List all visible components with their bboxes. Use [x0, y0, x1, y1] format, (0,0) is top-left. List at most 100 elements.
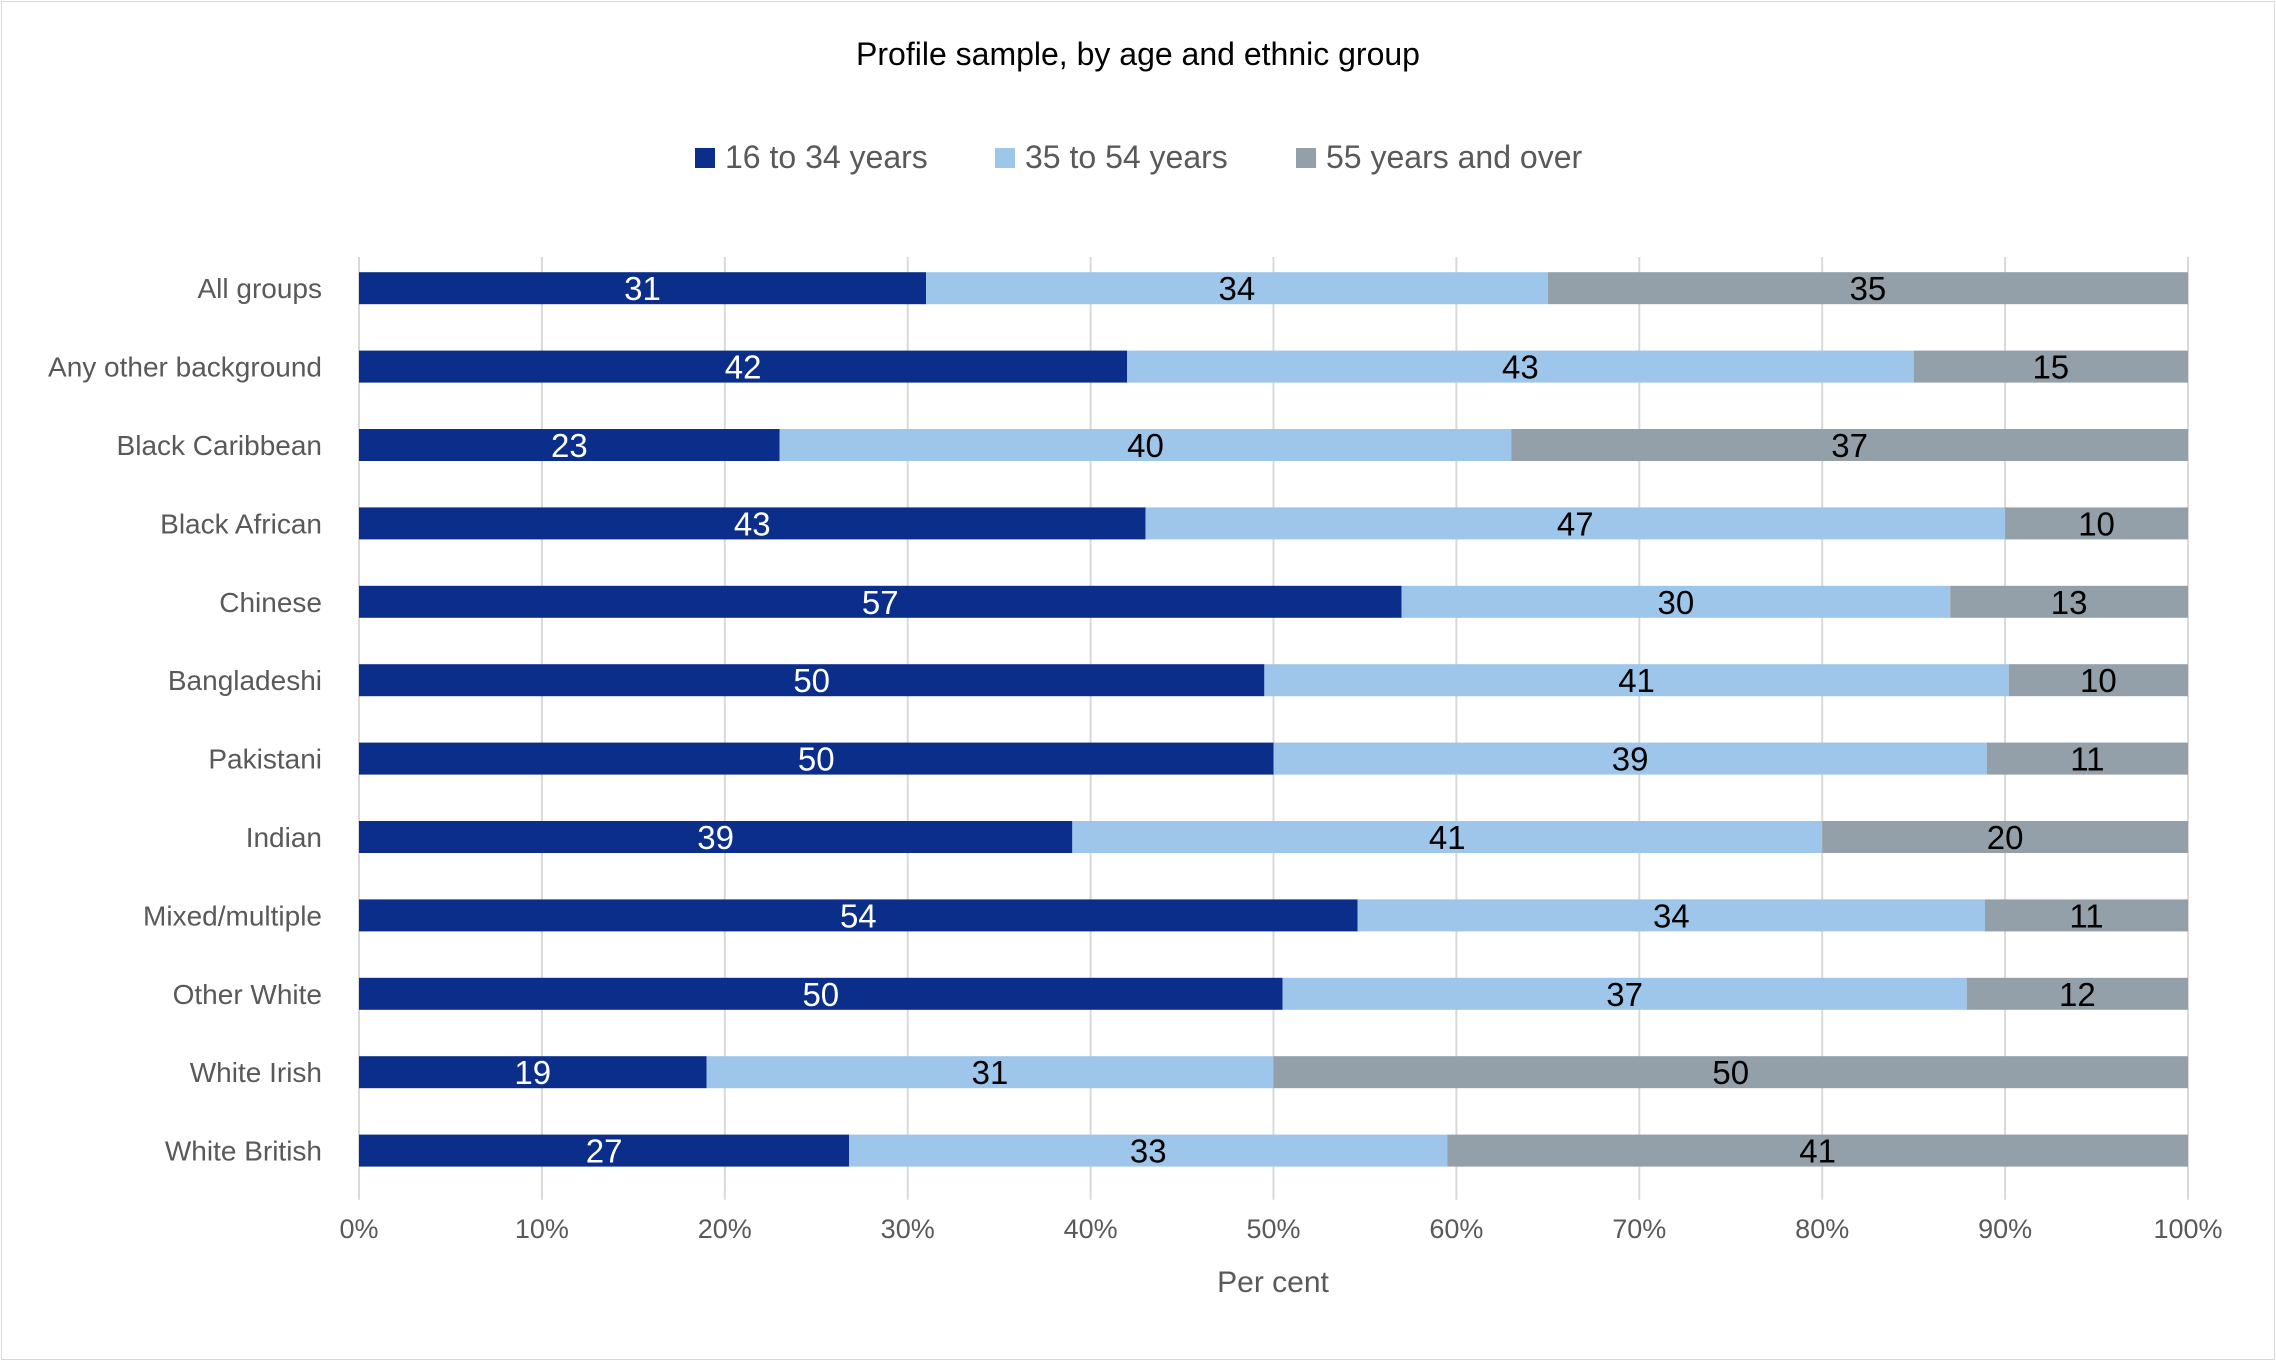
bar-segment [359, 977, 1283, 1010]
x-tick-label: 100% [2153, 1214, 2222, 1244]
data-label: 41 [1618, 662, 1655, 699]
bar-segment [1357, 899, 1985, 932]
bar-segment [359, 1056, 707, 1089]
data-label: 54 [840, 897, 877, 934]
bar-segment [1273, 742, 1987, 775]
bar-segment [1966, 977, 2188, 1010]
x-axis-label: Per cent [1217, 1266, 1329, 1299]
x-tick-label: 60% [1429, 1214, 1483, 1244]
data-label: 42 [725, 349, 762, 386]
bar-segment [1447, 1134, 2188, 1167]
data-label: 37 [1831, 427, 1868, 464]
x-tick-label: 0% [339, 1214, 378, 1244]
bar-segment [706, 1056, 1274, 1089]
bar-segment [1145, 507, 2006, 540]
category-label: Mixed/multiple [143, 900, 322, 931]
legend-label: 55 years and over [1326, 139, 1583, 175]
bar-segment [1511, 429, 2188, 461]
data-label: 50 [798, 741, 835, 778]
category-label: Black African [160, 508, 322, 539]
bar-segment [1986, 742, 2188, 775]
bar-segment [1401, 585, 1951, 618]
data-label: 34 [1219, 270, 1256, 307]
data-label: 57 [862, 584, 899, 621]
bar-segment [1273, 1056, 2188, 1089]
legend-swatch [1296, 148, 1316, 168]
data-label: 50 [1712, 1054, 1749, 1091]
data-label: 20 [1987, 819, 2024, 856]
category-label: White British [165, 1136, 322, 1167]
category-label: Any other background [48, 352, 322, 383]
data-label: 35 [1850, 270, 1887, 307]
data-label: 33 [1130, 1133, 1167, 1170]
data-label: 10 [2078, 505, 2115, 542]
x-tick-label: 10% [515, 1214, 569, 1244]
bar-segment [1127, 350, 1914, 383]
bar-segment [1822, 821, 2188, 853]
bar-segment [1547, 272, 2188, 305]
category-labels: All groups Any other background Black Cari… [48, 273, 322, 1166]
bar-segment [359, 585, 1402, 618]
category-label: Bangladeshi [168, 665, 322, 696]
bar-segment [359, 899, 1358, 932]
data-label: 39 [1612, 741, 1649, 778]
data-label: 43 [1502, 349, 1539, 386]
category-label: Chinese [219, 587, 322, 618]
bar-segment [925, 272, 1548, 305]
data-label: 50 [802, 976, 839, 1013]
data-label: 13 [2051, 584, 2088, 621]
chart-title: Profile sample, by age and ethnic group [856, 36, 1420, 72]
category-label: Pakistani [208, 744, 322, 775]
data-label: 19 [514, 1054, 551, 1091]
bar-segment [1282, 977, 1967, 1010]
data-label: 11 [2069, 897, 2103, 934]
x-tick-label: 20% [698, 1214, 752, 1244]
bars: 31 34 35 42 43 15 23 40 37 43 47 10 57 30 13 50 41 10 50 39… [359, 270, 2188, 1170]
bar-segment [359, 742, 1274, 775]
legend: 16 to 34 years 35 to 54 years 55 years and… [695, 139, 1583, 175]
data-label: 11 [2070, 741, 2104, 778]
data-label: 31 [624, 270, 661, 307]
bar-segment [1950, 585, 2188, 618]
data-label: 27 [586, 1133, 623, 1170]
bar-segment [359, 272, 926, 305]
data-label: 10 [2080, 662, 2117, 699]
legend-swatch [695, 148, 715, 168]
bar-segment [1072, 821, 1823, 853]
bar-segment [359, 350, 1128, 383]
bar-segment [779, 429, 1512, 461]
bar-segment [359, 507, 1146, 540]
x-tick-label: 70% [1612, 1214, 1666, 1244]
bar-segment [359, 429, 780, 461]
x-tick-label: 90% [1978, 1214, 2032, 1244]
x-tick-labels: 0% 10% 20% 30% 40% 50% 60% 70% 80% 90% 100% [339, 1214, 2222, 1244]
bar-segment [1264, 664, 2009, 697]
legend-label: 35 to 54 years [1025, 139, 1228, 175]
data-label: 43 [734, 505, 771, 542]
category-label: White Irish [190, 1057, 322, 1088]
category-label: Black Caribbean [117, 430, 322, 461]
data-label: 39 [697, 819, 734, 856]
x-tick-label: 80% [1795, 1214, 1849, 1244]
data-label: 31 [972, 1054, 1009, 1091]
legend-label: 16 to 34 years [725, 139, 928, 175]
bar-segment [359, 1134, 850, 1167]
data-label: 47 [1557, 505, 1594, 542]
data-label: 34 [1653, 897, 1690, 934]
bar-segment [359, 821, 1073, 853]
data-label: 50 [793, 662, 830, 699]
data-label: 12 [2059, 976, 2096, 1013]
category-label: All groups [197, 273, 322, 304]
bar-segment [1984, 899, 2188, 932]
bar-segment [2008, 664, 2188, 697]
data-label: 23 [551, 427, 588, 464]
data-label: 40 [1127, 427, 1164, 464]
data-label: 37 [1606, 976, 1643, 1013]
legend-swatch [995, 148, 1015, 168]
bar-segment [2005, 507, 2188, 540]
x-tick-label: 40% [1064, 1214, 1118, 1244]
gridlines [358, 257, 2189, 1200]
data-label: 41 [1799, 1133, 1836, 1170]
bar-segment [359, 664, 1265, 697]
